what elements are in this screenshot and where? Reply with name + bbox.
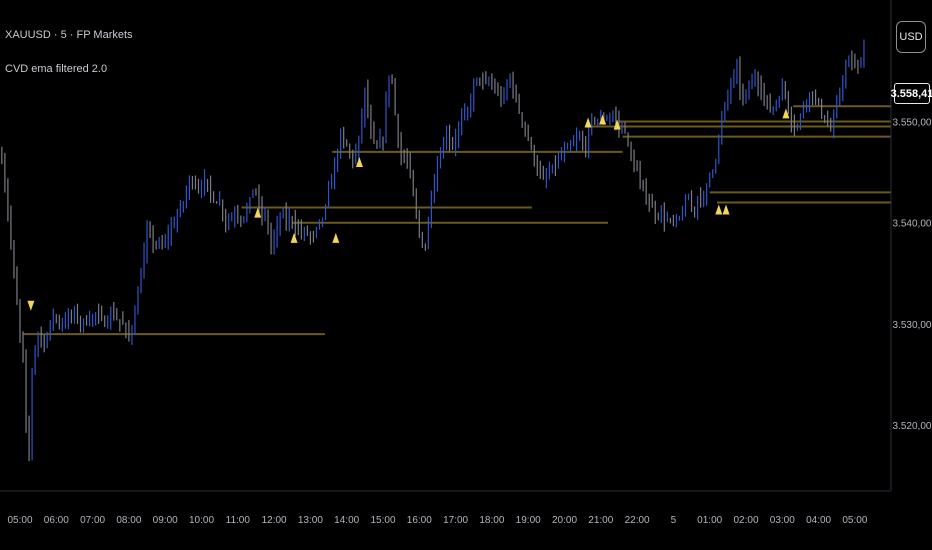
time-tick-label: 05:00 — [7, 515, 32, 526]
time-tick-label: 15:00 — [370, 515, 395, 526]
time-tick-label: 11:00 — [226, 515, 251, 526]
time-tick-label: 16:00 — [407, 515, 432, 526]
time-tick-label: 17:00 — [443, 515, 468, 526]
time-tick-label: 06:00 — [44, 515, 69, 526]
price-axis[interactable]: 3.520,00 3.530,00 3.540,00 3.550,00 — [893, 117, 932, 432]
signal-triangle-up — [722, 204, 730, 215]
price-tick-label: 3.550,00 — [893, 117, 932, 128]
signal-triangle-up — [254, 207, 262, 218]
signal-triangle-up — [584, 117, 592, 128]
signal-triangle-up — [715, 204, 723, 215]
signal-markers-group — [27, 108, 790, 311]
currency-button[interactable]: USD — [896, 21, 926, 53]
time-tick-label: 01:00 — [697, 515, 722, 526]
signal-triangle-up — [599, 114, 607, 125]
time-tick-label: 22:00 — [625, 515, 650, 526]
time-tick-label: 03:00 — [770, 515, 795, 526]
signal-triangle-up — [332, 232, 340, 243]
signal-triangle-up — [613, 119, 621, 130]
price-tick-label: 3.530,00 — [893, 320, 932, 331]
symbol-legend[interactable]: XAUUSD · 5 · FP Markets — [5, 29, 133, 41]
signal-triangle-down — [27, 300, 35, 311]
time-tick-label: 08:00 — [116, 515, 141, 526]
signal-triangle-up — [290, 232, 298, 243]
time-tick-label: 02:00 — [733, 515, 758, 526]
time-tick-label: 09:00 — [153, 515, 178, 526]
price-tick-label: 3.540,00 — [893, 219, 932, 230]
time-tick-label: 14:00 — [334, 515, 359, 526]
signal-triangle-up — [355, 156, 363, 167]
time-tick-label: 21:00 — [588, 515, 613, 526]
time-axis[interactable]: 05:00 06:00 07:00 08:00 09:00 10:00 11:00 12:00… — [7, 515, 867, 526]
price-bars-group — [1, 39, 865, 462]
level-lines-group — [23, 105, 891, 336]
indicator-legend[interactable]: CVD ema filtered 2.0 — [5, 63, 108, 75]
time-tick-label: 13:00 — [298, 515, 323, 526]
time-tick-label: 5 — [671, 515, 677, 526]
price-tick-label: 3.520,00 — [893, 421, 932, 432]
time-tick-label: 19:00 — [516, 515, 541, 526]
time-tick-label: 12:00 — [262, 515, 287, 526]
time-tick-label: 07:00 — [80, 515, 105, 526]
time-tick-label: 18:00 — [479, 515, 504, 526]
last-price-badge: 3.558,41 — [891, 83, 932, 104]
time-tick-label: 20:00 — [552, 515, 577, 526]
signal-triangle-up — [782, 108, 790, 119]
time-tick-label: 04:00 — [806, 515, 831, 526]
time-tick-label: 05:00 — [842, 515, 867, 526]
time-tick-label: 10:00 — [189, 515, 214, 526]
